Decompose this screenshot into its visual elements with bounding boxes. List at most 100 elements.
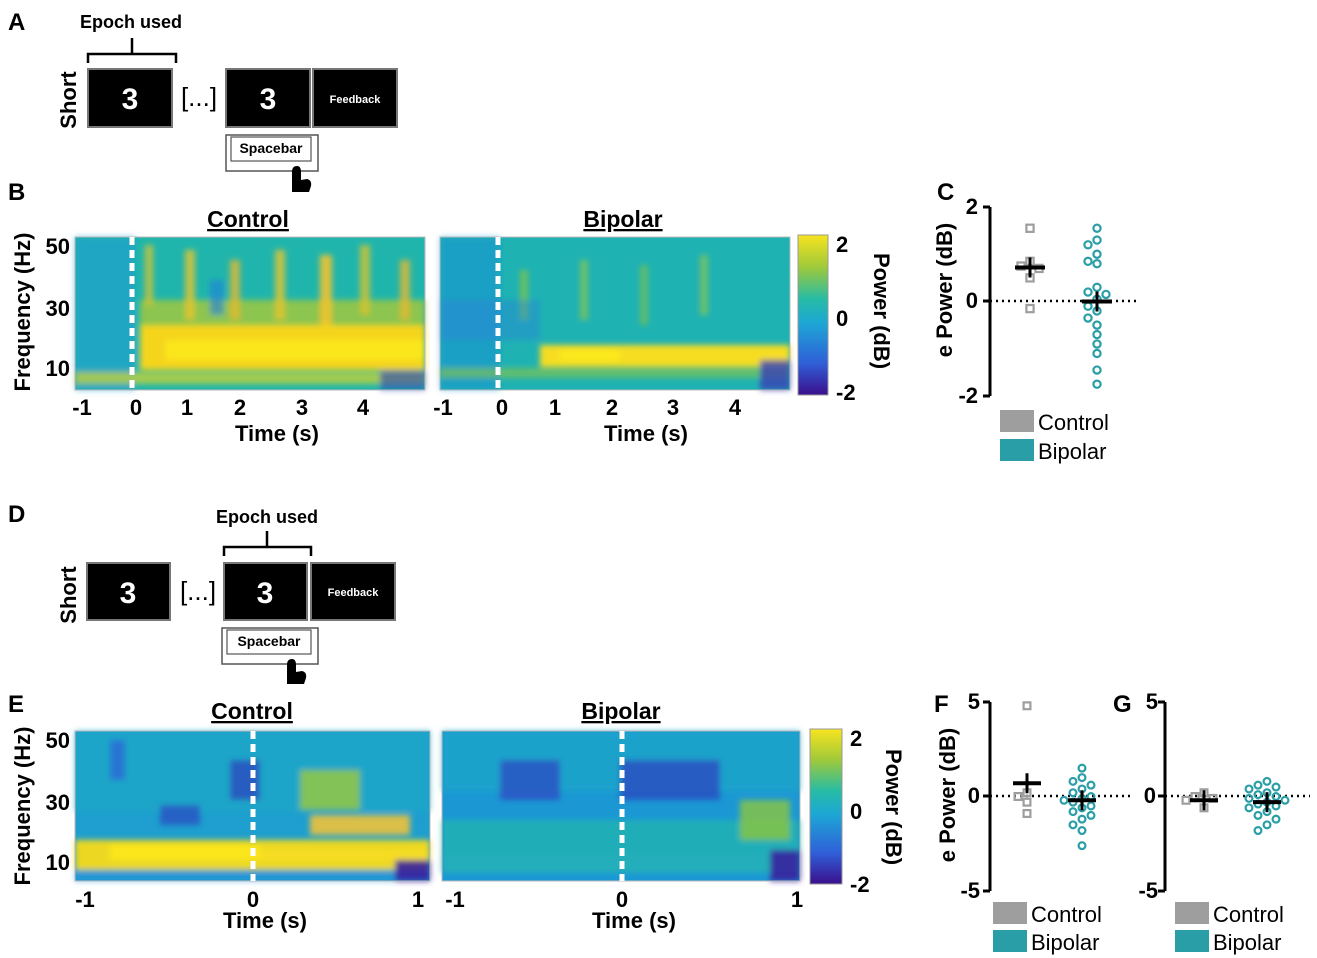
bipolar-data-point — [1253, 790, 1263, 800]
xticks-b-control: -1 0 1 2 3 4 — [72, 395, 370, 420]
screen-1-digit: 3 — [122, 83, 139, 116]
bipolar-data-point — [1244, 784, 1254, 794]
bipolar-data-point — [1086, 780, 1096, 790]
screen-2 — [225, 68, 311, 128]
bipolar-data-point — [1077, 841, 1087, 851]
bipolar-data-point — [1077, 763, 1087, 773]
bipolar-data-point — [1271, 791, 1281, 801]
cbar-tick-b: 2 — [836, 232, 848, 257]
legend-swatch-control — [1175, 902, 1209, 924]
bipolar-data-point — [1253, 810, 1263, 820]
ellipsis: [...] — [181, 82, 217, 112]
bipolar-data-point — [1092, 320, 1102, 330]
control-data-point — [1022, 701, 1032, 711]
xtick: -1 — [75, 887, 95, 912]
condition-label-d: Short — [56, 566, 81, 624]
ytick-g: 0 — [1144, 783, 1156, 808]
heatmap-b-control — [74, 236, 426, 391]
xtick: 1 — [549, 395, 561, 420]
ytick-c: -2 — [958, 383, 978, 408]
xtick: 4 — [729, 395, 742, 420]
feedback-label-d: Feedback — [328, 587, 380, 599]
feedback-screen-d — [310, 562, 396, 621]
spacebar-label: Spacebar — [239, 140, 303, 156]
heatmap-e-bipolar — [441, 730, 801, 882]
scatter-c — [983, 205, 1140, 398]
legend-swatch-control — [993, 902, 1027, 924]
ytick-e-30: 30 — [46, 790, 70, 815]
bipolar-data-point — [1077, 773, 1087, 783]
ytick-b-50: 50 — [46, 234, 70, 259]
xtick: 3 — [296, 395, 308, 420]
bipolar-data-point — [1092, 223, 1102, 233]
cbar-tick-b: 0 — [836, 306, 848, 331]
hand-pointer-icon — [287, 659, 307, 684]
xtick: 0 — [130, 395, 142, 420]
ellipsis-d: [...] — [180, 576, 216, 606]
scatter-g — [1158, 700, 1310, 893]
bipolar-data-point — [1068, 820, 1078, 830]
bipolar-data-point — [1086, 801, 1096, 811]
scatter-f — [983, 700, 1130, 893]
bipolar-data-point — [1262, 776, 1272, 786]
colorbar-e — [809, 728, 843, 885]
xtick: -1 — [72, 395, 92, 420]
legend-label-control: Control — [1213, 902, 1284, 927]
ylabel-f: e Power (dB) — [935, 728, 960, 862]
xtick: 0 — [247, 887, 259, 912]
bipolar-data-point — [1077, 814, 1087, 824]
ytick-c: 2 — [966, 194, 978, 219]
xticks-b-bipolar: -1 0 1 2 3 4 — [433, 395, 742, 420]
screen-1 — [87, 68, 173, 128]
ytick-b-30: 30 — [46, 296, 70, 321]
screen-2-digit: 3 — [260, 83, 277, 116]
time-axis-label-b-bipolar: Time (s) — [604, 421, 688, 446]
panel-letter-a: A — [8, 9, 25, 36]
bipolar-data-point — [1068, 807, 1078, 817]
xtick: 1 — [412, 887, 424, 912]
xtick: 3 — [667, 395, 679, 420]
epoch-used-label: Epoch used — [80, 12, 182, 32]
ytick-f: 0 — [968, 783, 980, 808]
panel-letter-f: F — [934, 691, 949, 718]
panel-letter-d: D — [8, 501, 25, 528]
xtick: 0 — [496, 395, 508, 420]
panel-letter-c: C — [937, 179, 954, 206]
ytick-g: 5 — [1146, 689, 1158, 714]
cbar-tick-e: -2 — [850, 872, 870, 897]
bipolar-data-point — [1092, 348, 1102, 359]
xtick: 4 — [357, 395, 370, 420]
bipolar-data-point — [1244, 803, 1254, 813]
spacebar-label-d: Spacebar — [237, 633, 301, 649]
frequency-axis-label-b: Frequency (Hz) — [10, 233, 35, 392]
panel-letter-b: B — [8, 179, 25, 206]
ytick-c: 0 — [966, 288, 978, 313]
colorbar-label-e: Power (dB) — [881, 749, 906, 865]
legend-c: Control Bipolar — [1000, 410, 1109, 464]
legend-g: Control Bipolar — [1175, 902, 1284, 955]
cbar-tick-b: -2 — [836, 380, 856, 405]
bipolar-data-point — [1101, 289, 1111, 300]
time-axis-label-e-bipolar: Time (s) — [592, 908, 676, 933]
bipolar-data-point — [1244, 793, 1254, 803]
xtick: 2 — [606, 395, 618, 420]
bipolar-data-point — [1083, 240, 1093, 250]
feedback-screen — [312, 68, 398, 128]
screen-2-d — [223, 562, 308, 621]
legend-label-control: Control — [1038, 410, 1109, 435]
screen-1-d — [86, 562, 171, 621]
ytick-e-10: 10 — [46, 850, 70, 875]
time-axis-label-e-control: Time (s) — [223, 908, 307, 933]
legend-label-bipolar: Bipolar — [1038, 439, 1106, 464]
bipolar-data-point — [1092, 259, 1102, 269]
xticks-e-control: -1 0 1 — [75, 887, 424, 912]
frequency-axis-label-e: Frequency (Hz) — [10, 727, 35, 886]
bipolar-data-point — [1083, 301, 1093, 311]
bipolar-data-point — [1253, 826, 1263, 836]
bipolar-data-point — [1083, 287, 1093, 297]
title-e-control: Control — [211, 698, 293, 724]
xticks-e-bipolar: -1 0 1 — [445, 887, 803, 912]
hand-pointer-icon — [292, 166, 312, 192]
control-data-point — [1022, 809, 1032, 819]
legend-swatch-bipolar — [1175, 930, 1209, 952]
